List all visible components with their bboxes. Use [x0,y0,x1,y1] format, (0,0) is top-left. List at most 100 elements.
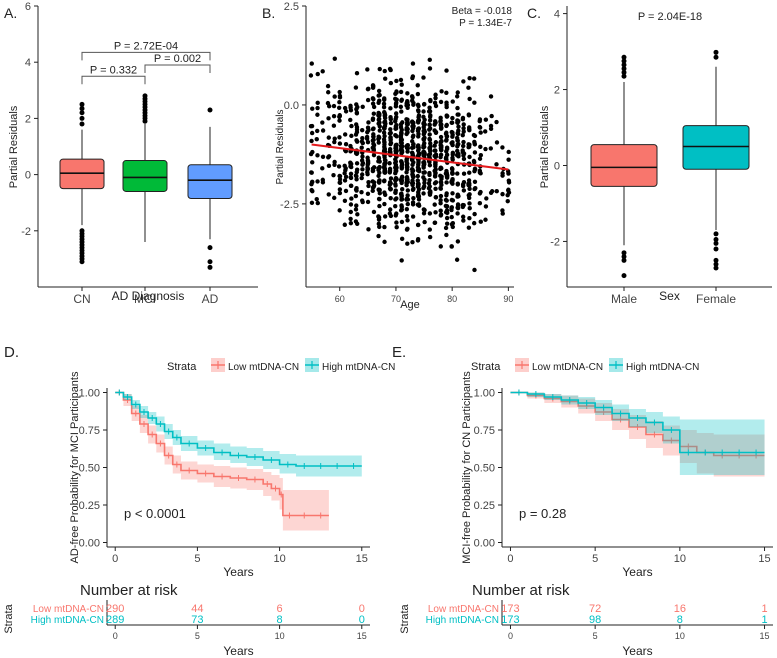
scatter-point [349,196,354,201]
scatter-point [450,224,455,230]
confidence-band [115,392,329,531]
scatter-point [393,175,399,181]
scatter-point [308,73,314,78]
scatter-point [337,187,343,192]
scatter-point [366,183,371,189]
risk-row-label: Low mtDNA-CN [33,604,104,615]
scatter-point [494,140,500,145]
scatter-point [382,123,388,129]
legend-title: Strata [471,361,501,373]
scatter-point [450,157,455,162]
scatter-point [377,170,382,175]
scatter-point [500,173,505,178]
scatter-point [467,186,472,192]
scatter-point [471,220,477,226]
scatter-point [314,137,319,142]
scatter-point [467,75,472,81]
panel-label-a: A. [4,5,17,21]
scatter-point [354,122,359,127]
scatter-point [332,162,337,167]
scatter-point [444,149,449,154]
scatter-point [376,233,381,239]
scatter-point [400,187,405,192]
scatter-point [427,127,432,132]
scatter-point [472,166,478,172]
x-tick-label: 80 [447,294,457,304]
risk-count: 16 [674,603,686,615]
scatter-point [354,177,359,182]
scatter-point [365,199,371,205]
scatter-point [382,239,387,245]
scatter-point [438,197,443,203]
scatter-point [348,220,354,226]
scatter-point [343,142,349,147]
scatter-point [421,170,426,175]
scatter-point [353,207,359,212]
scatter-point [427,234,433,240]
scatter-point [450,152,455,157]
scatter-point [315,179,320,184]
risk-count: 290 [106,603,124,615]
scatter-point [444,104,449,110]
outlier-point [207,245,213,251]
risk-count: 1 [761,614,767,626]
scatter-point [444,68,449,73]
scatter-point [427,137,433,143]
scatter-point [427,122,432,128]
scatter-point [382,146,388,152]
scatter-point [444,138,449,143]
bracket-p-value: P = 0.332 [90,64,137,76]
scatter-point [393,181,398,187]
scatter-point [460,132,465,138]
scatter-point [410,172,415,177]
x-axis-label: Sex [659,289,680,303]
scatter-point [421,75,426,80]
scatter-point [438,115,443,121]
outlier-point [621,54,627,60]
scatter-point [388,120,394,126]
beta-annotation: Beta = -0.018 [452,6,513,17]
scatter-point [353,193,359,199]
p-annotation: P = 1.34E-7 [459,18,512,29]
scatter-point [394,196,399,201]
scatter-point [427,227,432,232]
scatter-point [337,190,343,196]
x-tick-label: 0 [113,631,118,641]
scatter-point [483,204,489,209]
risk-count: 173 [501,614,519,626]
scatter-point [365,191,371,196]
scatter-point [421,150,427,155]
scatter-point [449,244,454,249]
scatter-point [370,145,375,150]
scatter-point [382,76,388,81]
legend-label: High mtDNA-CN [322,362,395,373]
x-tick-label: AD [202,292,219,306]
y-tick-label: 6 [25,1,31,13]
scatter-point [410,128,415,134]
scatter-point [467,96,472,102]
scatter-point [404,143,409,149]
scatter-point [438,244,443,249]
scatter-point [410,187,416,192]
scatter-point [326,135,331,140]
y-axis-label: Partial Residuals [8,105,20,188]
scatter-point [427,105,432,110]
scatter-point [393,132,398,138]
scatter-point [404,131,409,137]
bracket-p-value: P = 2.72E-04 [114,40,178,52]
scatter-point [354,173,359,179]
scatter-point [365,140,371,145]
scatter-point [461,188,467,193]
y-tick-label: 1.00 [79,388,100,400]
scatter-point [308,123,314,129]
y-tick-label: 0 [25,170,31,182]
scatter-point [354,138,359,143]
scatter-point [399,109,404,114]
scatter-point [393,142,399,148]
scatter-point [409,180,415,186]
scatter-point [438,186,444,191]
scatter-point [393,213,398,218]
scatter-point [450,176,455,182]
scatter-point [326,90,331,95]
x-axis-label: AD Diagnosis [112,289,185,303]
